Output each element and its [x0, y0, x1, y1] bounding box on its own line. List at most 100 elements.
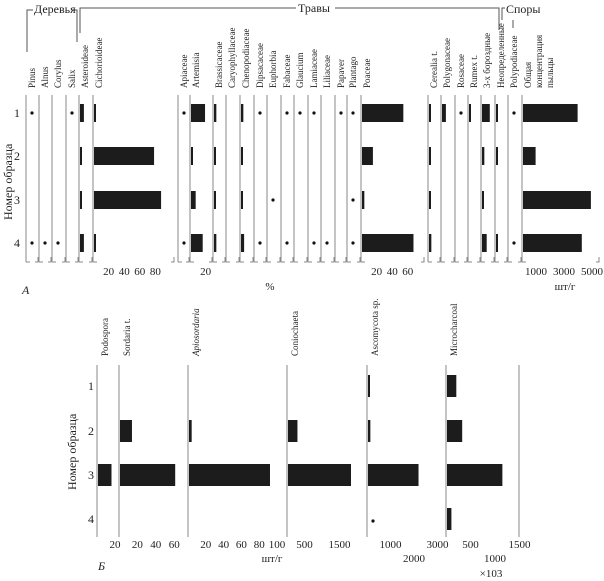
data-bar — [214, 234, 217, 252]
taxon-label: Corylus — [53, 59, 63, 88]
column-baseline — [335, 257, 347, 263]
column-baseline — [468, 257, 481, 263]
taxon-column-fabaceae: Fabaceae — [280, 55, 294, 263]
taxon-label: Apiosordaria — [191, 308, 201, 357]
data-bar — [241, 234, 245, 252]
fungi-column-apiosordaria: Apiosordaria 20 40 60 80 100 — [187, 308, 286, 551]
taxon-label: Polypodiaceae — [509, 36, 519, 88]
taxon-column-corylus: Corylus — [51, 59, 66, 263]
taxon-column-polygonaceae: Polygonaceae — [440, 38, 455, 263]
data-bar — [482, 191, 484, 209]
taxon-column-artemisia: Artemisia 20 — [189, 53, 213, 278]
tick-label: 20 — [132, 539, 144, 551]
taxon-label: Microcharcoal — [449, 303, 459, 356]
data-bar — [94, 191, 162, 209]
sample-number-label: 3 — [14, 193, 20, 207]
taxon-label: Polygonaceae — [442, 38, 452, 88]
column-baseline — [495, 257, 508, 263]
taxon-label: Plantago — [348, 56, 358, 88]
sample-number-label: 1 — [14, 106, 20, 120]
single-grain-dot — [285, 241, 289, 245]
sample-number-label: 4 — [14, 236, 20, 250]
data-bar — [447, 508, 452, 530]
tick-label: 500 — [462, 539, 479, 551]
single-grain-dot — [43, 241, 47, 245]
data-bar — [496, 104, 498, 122]
tick-label: 60 — [402, 266, 414, 278]
panel-letter-a: А — [21, 283, 30, 297]
taxon-label: Liliaceae — [322, 55, 332, 88]
group-bracket-herbs — [79, 7, 500, 33]
x-axis-label-unit: шт/г — [262, 553, 283, 565]
data-bar — [523, 191, 591, 209]
tick-label: 40 — [387, 266, 399, 278]
tick-label: 3000 — [427, 539, 450, 551]
taxon-column-общая-концентрация-пыльцы: Общая концентрация пыльцы 1000 3000 5000 — [521, 35, 604, 278]
column-baseline — [254, 257, 267, 263]
data-bar — [80, 234, 84, 252]
taxon-column-cerealia-t-: Cerealia t. — [427, 51, 441, 263]
single-grain-dot — [56, 241, 60, 245]
taxon-column-lamiaceae: Lamiaceae — [307, 49, 321, 263]
single-grain-dot — [512, 111, 516, 115]
x-axis-label-percent: % — [265, 281, 274, 293]
column-baseline — [441, 257, 455, 263]
data-bar — [482, 234, 487, 252]
data-bar — [288, 420, 298, 442]
single-grain-dot — [351, 111, 355, 115]
group-label-herbs: Травы — [298, 1, 330, 15]
taxon-label: Chenopodiaceae — [241, 29, 251, 88]
sample-number-label: 2 — [88, 424, 94, 438]
tick-label: 3000 — [553, 266, 576, 278]
data-bar — [191, 147, 193, 165]
data-bar — [80, 147, 82, 165]
column-baseline — [93, 257, 175, 263]
taxon-label: Pinus — [27, 67, 37, 88]
tick-label: 1000 — [525, 266, 548, 278]
data-bar — [214, 147, 216, 165]
tick-label: 40 — [218, 539, 230, 551]
taxon-label: Dipsacaceae — [255, 43, 265, 88]
single-grain-dot — [258, 111, 262, 115]
group-label-trees: Деревья — [34, 2, 76, 16]
column-baseline — [347, 257, 361, 263]
column-baseline — [481, 257, 495, 263]
tick-label: 20 — [110, 539, 122, 551]
taxon-label: Cichorioideae — [94, 38, 104, 88]
column-baseline — [52, 257, 66, 263]
single-grain-dot — [182, 111, 186, 115]
data-bar — [189, 464, 270, 486]
column-baseline — [522, 257, 600, 263]
tick-label: 500 — [296, 539, 313, 551]
taxon-label: Rumex t. — [469, 55, 479, 88]
group-bracket-spores — [501, 7, 514, 28]
column-baseline — [79, 257, 93, 263]
taxon-label: Poaceae — [362, 59, 372, 88]
taxon-column-caryophyllaceae: Caryophyllaceae — [225, 28, 240, 263]
tick-label: 80 — [150, 266, 162, 278]
taxon-column-apiaceae: Apiaceae — [177, 55, 190, 263]
panel-b: 1 2 3 4 Номер образца Podospora 20 Sordaria t. 2… — [65, 299, 531, 581]
data-bar — [469, 104, 471, 122]
taxon-label: пыльцы — [545, 58, 555, 88]
data-bar — [189, 420, 192, 442]
taxon-label: Общая — [523, 62, 533, 88]
taxon-column-plantago: Plantago — [346, 56, 361, 263]
tick-label: 60 — [169, 539, 181, 551]
taxon-label: Papaver — [336, 59, 346, 88]
column-baseline — [361, 257, 425, 263]
data-bar — [80, 191, 82, 209]
data-bar — [98, 464, 112, 486]
taxon-column-cichorioideae: Cichorioideae 20 40 60 80 — [92, 38, 175, 278]
data-bar — [523, 104, 578, 122]
data-bar — [362, 147, 373, 165]
data-bar — [214, 104, 217, 122]
data-bar — [362, 191, 365, 209]
taxon-label: Alnus — [40, 66, 50, 88]
tick-label: 80 — [254, 539, 266, 551]
data-bar — [447, 420, 463, 442]
tick-label: 1000 — [484, 553, 507, 565]
tick-label: 40 — [150, 539, 162, 551]
